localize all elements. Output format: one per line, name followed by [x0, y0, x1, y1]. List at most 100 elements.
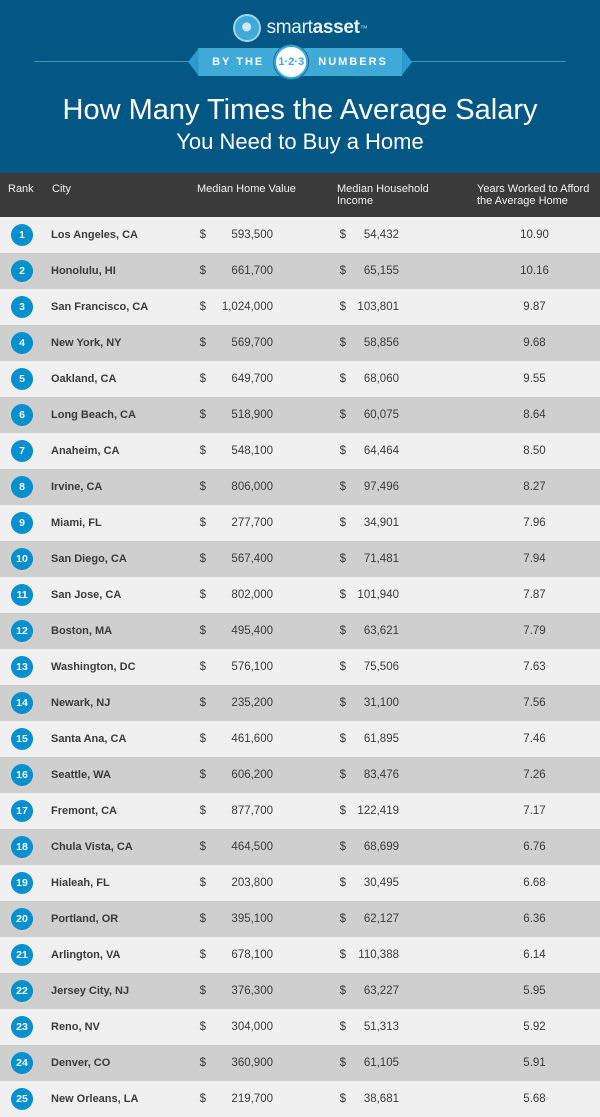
city-cell: Los Angeles, CA	[44, 217, 189, 253]
city-cell: Irvine, CA	[44, 469, 189, 505]
city-cell: Anaheim, CA	[44, 433, 189, 469]
city-cell: San Francisco, CA	[44, 289, 189, 325]
rank-badge: 8	[11, 476, 33, 498]
rank-badge: 25	[11, 1088, 33, 1110]
table-row: 2 Honolulu, HI$661,700$65,15510.16	[0, 253, 600, 289]
home-value-cell: $661,700	[189, 253, 329, 289]
home-value-cell: $235,200	[189, 685, 329, 721]
table-row: 21Arlington, VA$678,100$110,3886.14	[0, 937, 600, 973]
income-cell: $110,388	[329, 937, 469, 973]
table-row: 14Newark, NJ$235,200$31,1007.56	[0, 685, 600, 721]
city-cell: Denver, CO	[44, 1045, 189, 1081]
table-row: 1 Los Angeles, CA$593,500$54,43210.90	[0, 217, 600, 253]
years-cell: 5.68	[469, 1081, 600, 1117]
table-row: 18Chula Vista, CA$464,500$68,6996.76	[0, 829, 600, 865]
table-row: 6Long Beach, CA$518,900$60,0758.64	[0, 397, 600, 433]
rank-badge: 12	[11, 620, 33, 642]
years-cell: 7.96	[469, 505, 600, 541]
col-years: Years Worked to Afford the Average Home	[469, 173, 600, 217]
income-cell: $61,895	[329, 721, 469, 757]
years-cell: 7.17	[469, 793, 600, 829]
rank-badge: 20	[11, 908, 33, 930]
years-cell: 7.63	[469, 649, 600, 685]
income-cell: $103,801	[329, 289, 469, 325]
ribbon-cap-left-icon	[188, 49, 198, 75]
rank-badge: 17	[11, 800, 33, 822]
table-row: 20Portland, OR$395,100$62,1276.36	[0, 901, 600, 937]
home-value-cell: $576,100	[189, 649, 329, 685]
ribbon-badge: 1·2·3	[274, 45, 308, 79]
table-row: 23Reno, NV$304,000$51,3135.92	[0, 1009, 600, 1045]
income-cell: $54,432	[329, 217, 469, 253]
income-cell: $64,464	[329, 433, 469, 469]
header-divider: BY THE 1·2·3 NUMBERS	[34, 61, 566, 62]
rank-badge: 1	[11, 224, 33, 246]
city-cell: Seattle, WA	[44, 757, 189, 793]
years-cell: 6.76	[469, 829, 600, 865]
home-value-cell: $360,900	[189, 1045, 329, 1081]
rank-badge: 15	[11, 728, 33, 750]
home-value-cell: $548,100	[189, 433, 329, 469]
city-cell: Jersey City, NJ	[44, 973, 189, 1009]
income-cell: $51,313	[329, 1009, 469, 1045]
home-value-cell: $495,400	[189, 613, 329, 649]
income-cell: $65,155	[329, 253, 469, 289]
table-row: 3San Francisco, CA$1,024,000$103,8019.87	[0, 289, 600, 325]
home-value-cell: $203,800	[189, 865, 329, 901]
ribbon-right-text: NUMBERS	[318, 56, 388, 68]
table-row: 19Hialeah, FL$203,800$30,4956.68	[0, 865, 600, 901]
years-cell: 7.56	[469, 685, 600, 721]
table-header-row: Rank City Median Home Value Median House…	[0, 173, 600, 217]
city-cell: Portland, OR	[44, 901, 189, 937]
table-row: 24Denver, CO$360,900$61,1055.91	[0, 1045, 600, 1081]
table-row: 5Oakland, CA$649,700$68,0609.55	[0, 361, 600, 397]
table-row: 11San Jose, CA$802,000$101,9407.87	[0, 577, 600, 613]
home-value-cell: $461,600	[189, 721, 329, 757]
home-value-cell: $518,900	[189, 397, 329, 433]
table-row: 16Seattle, WA$606,200$83,4767.26	[0, 757, 600, 793]
home-value-cell: $277,700	[189, 505, 329, 541]
rank-badge: 2	[11, 260, 33, 282]
rank-badge: 16	[11, 764, 33, 786]
home-value-cell: $593,500	[189, 217, 329, 253]
rank-badge: 11	[11, 584, 33, 606]
income-cell: $63,227	[329, 973, 469, 1009]
city-cell: Washington, DC	[44, 649, 189, 685]
brand-name-a: smart	[267, 17, 313, 39]
years-cell: 10.90	[469, 217, 600, 253]
income-cell: $34,901	[329, 505, 469, 541]
city-cell: Honolulu, HI	[44, 253, 189, 289]
home-value-cell: $806,000	[189, 469, 329, 505]
income-cell: $71,481	[329, 541, 469, 577]
table-row: 17Fremont, CA$877,700$122,4197.17	[0, 793, 600, 829]
city-cell: San Jose, CA	[44, 577, 189, 613]
income-cell: $60,075	[329, 397, 469, 433]
rank-badge: 3	[11, 296, 33, 318]
home-value-cell: $606,200	[189, 757, 329, 793]
col-city: City	[44, 173, 189, 217]
years-cell: 8.50	[469, 433, 600, 469]
page-title: How Many Times the Average Salary You Ne…	[0, 94, 600, 155]
income-cell: $30,495	[329, 865, 469, 901]
header-band: smartasset™ BY THE 1·2·3 NUMBERS How Man…	[0, 0, 600, 173]
city-cell: Arlington, VA	[44, 937, 189, 973]
table-row: 12Boston, MA$495,400$63,6217.79	[0, 613, 600, 649]
years-cell: 7.87	[469, 577, 600, 613]
rank-badge: 4	[11, 332, 33, 354]
ribbon: BY THE 1·2·3 NUMBERS	[188, 48, 412, 76]
table-row: 7 Anaheim, CA$548,100$64,4648.50	[0, 433, 600, 469]
rank-badge: 24	[11, 1052, 33, 1074]
rank-badge: 6	[11, 404, 33, 426]
col-rank: Rank	[0, 173, 44, 217]
years-cell: 10.16	[469, 253, 600, 289]
rank-badge: 5	[11, 368, 33, 390]
ribbon-cap-right-icon	[402, 49, 412, 75]
col-home: Median Home Value	[189, 173, 329, 217]
table-row: 10San Diego, CA$567,400$71,4817.94	[0, 541, 600, 577]
home-value-cell: $304,000	[189, 1009, 329, 1045]
income-cell: $83,476	[329, 757, 469, 793]
years-cell: 9.87	[469, 289, 600, 325]
years-cell: 9.55	[469, 361, 600, 397]
rank-badge: 7	[11, 440, 33, 462]
home-value-cell: $464,500	[189, 829, 329, 865]
